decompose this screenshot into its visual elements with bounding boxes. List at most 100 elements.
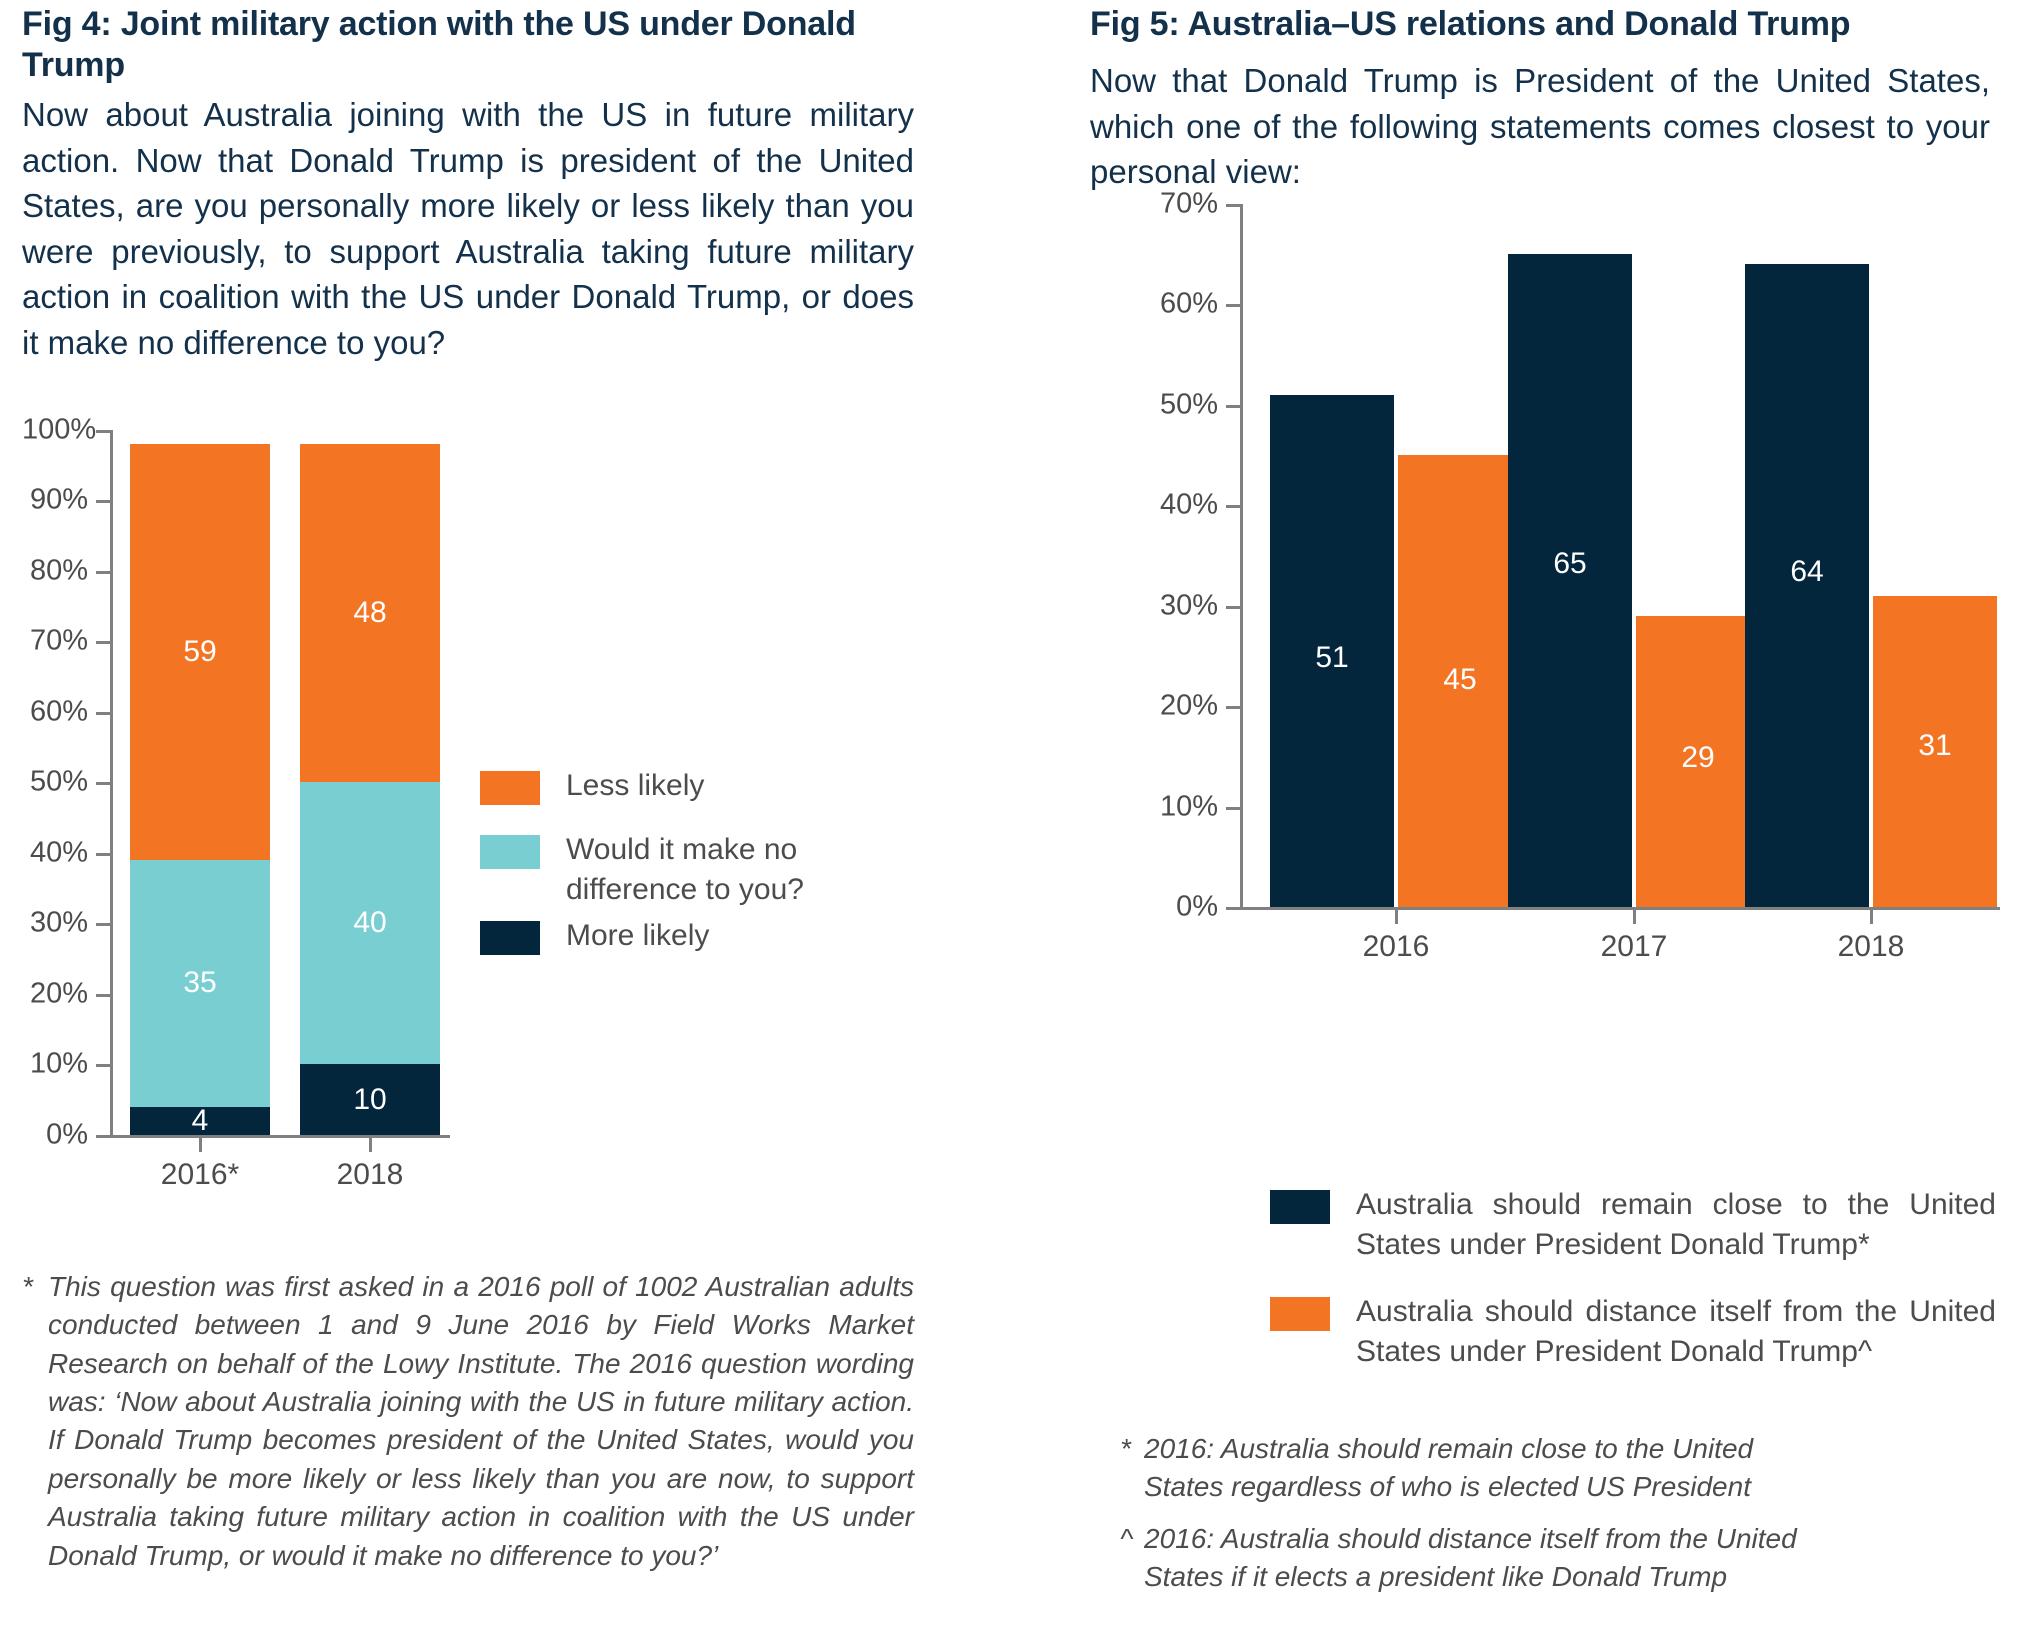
fig4-ytick-mark (96, 923, 110, 926)
fig5-bar-2016-remain-close (1270, 395, 1394, 907)
fig5-ytick-mark (1226, 706, 1240, 709)
fig5-ytick-label-60: 60% (1159, 287, 1218, 320)
fig5-xtick-label-2018: 2018 (1837, 930, 1905, 963)
fig5-ytick-label-50: 50% (1159, 388, 1218, 421)
legend-swatch-icon (480, 835, 540, 869)
fig5-xtick-label-2016: 2016 (1362, 930, 1430, 963)
fig5-ytick-label-0: 0% (1176, 890, 1218, 923)
fig5-value-2018-distance: 31 (1918, 729, 1952, 762)
fig4-value-2018-no-difference: 40 (353, 906, 387, 939)
fig4-xtick-label-2016: 2016* (160, 1158, 240, 1191)
legend-swatch-icon (480, 771, 540, 805)
fig4-ytick-mark (96, 641, 110, 644)
fig4-legend-item-less-likely: Less likely (480, 766, 910, 806)
fig5-value-2016-distance: 45 (1443, 663, 1477, 696)
fig5-ytick-label-40: 40% (1159, 488, 1218, 521)
fig4-legend-label-less-likely: Less likely (566, 769, 705, 802)
fig4-xtick-mark (369, 1138, 372, 1152)
fig4-y-axis (110, 430, 113, 1138)
fig4-value-2016-no-difference: 35 (183, 966, 217, 999)
fig5-footnote-asterisk-text: 2016: Australia should remain close to t… (1144, 1433, 1754, 1503)
fig4-ytick-label-10: 10% (29, 1047, 88, 1080)
fig5-value-2016-remain-close: 51 (1315, 641, 1349, 674)
fig5-bar-2018-remain-close (1745, 264, 1869, 907)
figure-4-panel: Fig 4: Joint military action with the US… (22, 0, 922, 1628)
fig4-x-axis (110, 1135, 450, 1138)
fig5-xtick-mark (1870, 910, 1873, 924)
fig4-bar-2018-less-likely (300, 444, 440, 782)
fig4-ytick-mark (96, 1135, 110, 1138)
fig5-question: Now that Donald Trump is President of th… (1090, 62, 1990, 191)
fig5-legend-label-distance: Australia should distance itself from th… (1356, 1295, 1996, 1368)
fig5-value-2017-remain-close: 65 (1553, 547, 1587, 580)
fig5-ytick-label-20: 20% (1159, 689, 1218, 722)
fig5-footnote-asterisk-marker: * (1120, 1433, 1131, 1464)
fig5-title: Fig 5: Australia–US relations and Donald… (1090, 5, 1851, 43)
fig4-ytick-mark (96, 712, 110, 715)
legend-swatch-icon (480, 921, 540, 955)
fig5-y-axis (1240, 204, 1243, 910)
fig4-bar-2016-more-likely (130, 1107, 270, 1135)
fig4-ytick-label-70: 70% (29, 624, 88, 657)
fig5-ytick-label-30: 30% (1159, 589, 1218, 622)
fig5-legend-item-remain-close: Australia should remain close to the Uni… (1270, 1185, 2000, 1265)
fig5-footnote-caret-text: 2016: Australia should distance itself f… (1144, 1523, 1797, 1593)
fig5-ytick-mark (1226, 304, 1240, 307)
fig4-bar-2016-less-likely (130, 444, 270, 860)
fig5-bar-2017-remain-close (1508, 254, 1632, 907)
fig5-ytick-label-70: 70% (1159, 187, 1218, 220)
fig4-xtick-mark (199, 1138, 202, 1152)
fig4-bar-2018-no-difference (300, 782, 440, 1064)
legend-swatch-icon (1270, 1297, 1330, 1331)
fig4-ytick-label-80: 80% (29, 554, 88, 587)
fig4-bar-2018-more-likely (300, 1064, 440, 1135)
fig5-value-2017-distance: 29 (1681, 741, 1715, 774)
fig4-ytick-label-90: 90% (29, 483, 88, 516)
fig4-ytick-label-50: 50% (29, 765, 88, 798)
fig4-ytick-mark (96, 571, 110, 574)
fig4-value-2018-more-likely: 10 (353, 1083, 387, 1116)
fig5-chart: 70% 60% 50% 40% 30% 20% 10% 0% 51 45 (1090, 187, 2000, 963)
fig5-value-2018-remain-close: 64 (1790, 555, 1824, 588)
fig5-xtick-mark (1633, 910, 1636, 924)
fig4-footnote-text: This question was first asked in a 2016 … (48, 1271, 914, 1571)
fig5-ytick-mark (1226, 405, 1240, 408)
fig5-ytick-label-10: 10% (1159, 790, 1218, 823)
fig4-ytick-label-20: 20% (29, 977, 88, 1010)
fig4-ytick-mark (96, 430, 110, 433)
fig4-ytick-mark (96, 853, 110, 856)
fig4-chart: 100% 90% 80% 70% 60% 50% 40% 30% 20% 10%… (22, 400, 922, 1192)
fig5-xtick-mark (1395, 910, 1398, 924)
fig5-xtick-label-2017: 2017 (1600, 930, 1668, 963)
fig5-ytick-mark (1226, 807, 1240, 810)
fig4-legend-item-no-difference: Would it make no difference to you? (480, 830, 910, 910)
fig5-bar-2017-distance (1636, 616, 1760, 907)
fig4-ytick-mark (96, 782, 110, 785)
fig5-ytick-mark (1226, 204, 1240, 207)
fig5-bar-2016-distance (1398, 455, 1522, 907)
fig4-ytick-mark (96, 994, 110, 997)
fig5-ytick-mark (1226, 907, 1240, 910)
fig4-legend-label-no-difference: Would it make no difference to you? (566, 833, 804, 906)
fig4-ytick-mark (96, 1064, 110, 1067)
fig4-value-2016-more-likely: 4 (191, 1104, 209, 1137)
fig4-footnote-marker: * (22, 1271, 33, 1302)
fig4-footnote: * This question was first asked in a 201… (22, 1268, 914, 1575)
fig4-ytick-label-30: 30% (29, 906, 88, 939)
fig4-ytick-label-100: 100% (22, 413, 97, 446)
fig5-ytick-mark (1226, 606, 1240, 609)
fig4-value-2018-less-likely: 48 (353, 596, 387, 629)
fig4-ytick-label-60: 60% (29, 695, 88, 728)
fig5-footnote-caret-marker: ^ (1120, 1523, 1134, 1554)
fig5-footnote-caret: ^ 2016: Australia should distance itself… (1120, 1520, 1820, 1597)
fig4-ytick-mark (96, 500, 110, 503)
fig5-legend-label-remain-close: Australia should remain close to the Uni… (1356, 1188, 1996, 1261)
legend-swatch-icon (1270, 1190, 1330, 1224)
fig4-title: Fig 4: Joint military action with the US… (22, 5, 856, 85)
fig5-footnote-asterisk: * 2016: Australia should remain close to… (1120, 1430, 1780, 1507)
fig5-legend-item-distance: Australia should distance itself from th… (1270, 1292, 2000, 1372)
fig5-ytick-mark (1226, 505, 1240, 508)
fig5-bar-2018-distance (1873, 596, 1997, 907)
fig4-xtick-label-2018: 2018 (336, 1158, 404, 1191)
fig4-legend-label-more-likely: More likely (566, 919, 710, 952)
